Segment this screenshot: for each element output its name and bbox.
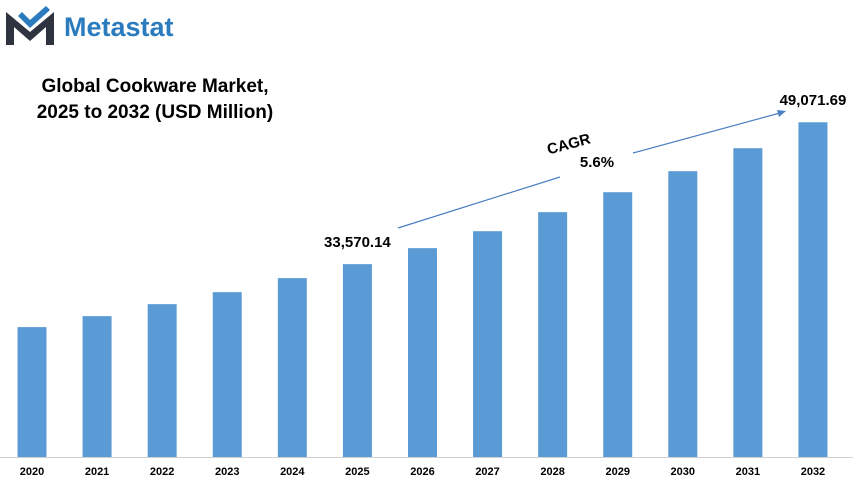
logo-mark-dark xyxy=(6,12,54,45)
bar xyxy=(603,192,633,457)
x-tick-label: 2030 xyxy=(671,466,695,478)
cagr-arrow xyxy=(632,112,781,154)
x-tick-label: 2031 xyxy=(736,466,760,478)
bar xyxy=(82,316,112,457)
bar xyxy=(212,292,242,457)
chart-title: Global Cookware Market, xyxy=(41,76,268,97)
brand: Metastat xyxy=(64,12,174,42)
cagr-arrow xyxy=(397,176,561,229)
bar xyxy=(733,148,763,458)
x-tick-label: 2026 xyxy=(410,466,434,478)
x-tick-label: 2025 xyxy=(345,466,369,478)
logo-mark-blue xyxy=(18,6,50,28)
chart-title: 2025 to 2032 (USD Million) xyxy=(37,102,274,123)
value-label: 49,071.69 xyxy=(780,92,847,109)
logo xyxy=(6,6,54,45)
x-tick-label: 2021 xyxy=(85,466,109,478)
arrow-head xyxy=(777,110,786,117)
cagr-value: 5.6% xyxy=(580,154,614,171)
value-label: 33,570.14 xyxy=(324,234,391,251)
bar xyxy=(147,304,177,457)
x-tick-label: 2023 xyxy=(215,466,239,478)
x-tick-label: 2022 xyxy=(150,466,174,478)
bar xyxy=(17,327,47,457)
x-tick-label: 2028 xyxy=(540,466,564,478)
x-tick-label: 2032 xyxy=(801,466,825,478)
x-tick-label: 2027 xyxy=(475,466,499,478)
bar xyxy=(538,212,568,457)
x-tick-label: 2020 xyxy=(20,466,44,478)
x-tick-label: 2024 xyxy=(280,466,305,478)
bar xyxy=(473,231,503,457)
bar xyxy=(668,171,698,458)
bar xyxy=(342,264,372,457)
bar xyxy=(798,122,828,457)
bar xyxy=(277,278,307,457)
x-tick-label: 2029 xyxy=(605,466,629,478)
bar xyxy=(407,248,437,457)
